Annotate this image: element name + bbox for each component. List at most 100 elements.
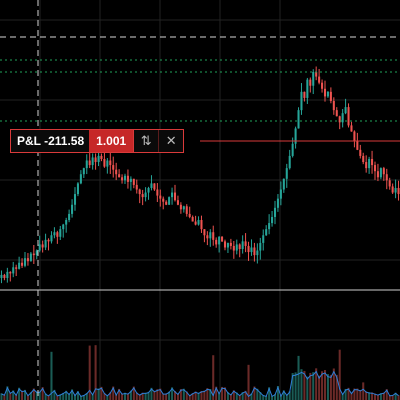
volume-bar <box>323 370 327 400</box>
volume-bar <box>359 390 362 400</box>
candle-body <box>282 178 285 190</box>
candle-body <box>262 235 265 243</box>
volume-bar <box>62 392 65 400</box>
candle-body <box>259 242 262 251</box>
candle-body <box>21 262 24 266</box>
volume-bar <box>35 391 38 400</box>
reverse-arrows-icon[interactable]: ⇅ <box>133 130 158 152</box>
candle-body <box>209 232 212 239</box>
volume-bar <box>132 386 135 400</box>
position-quantity[interactable]: 1.001 <box>89 130 134 152</box>
candle-body <box>379 168 382 178</box>
volume-bar <box>123 392 127 400</box>
volume-bar <box>71 389 74 400</box>
volume-bar <box>176 393 179 400</box>
candle-body <box>232 245 235 251</box>
candle-body <box>323 88 327 97</box>
candle-body <box>147 187 150 193</box>
volume-bar <box>235 392 238 400</box>
volume-bar <box>159 388 162 400</box>
candle-body <box>338 116 341 123</box>
volume-bar <box>244 390 247 400</box>
volume-bar <box>162 393 165 400</box>
candle-body <box>0 274 3 278</box>
volume-bar <box>303 370 306 400</box>
position-pl-widget[interactable]: P&L -211.58 1.001 ⇅ ✕ <box>10 129 185 153</box>
candle-body <box>385 174 388 181</box>
volume-bar <box>3 394 6 400</box>
candle-body <box>85 160 88 169</box>
volume-bar <box>50 351 53 400</box>
volume-bar <box>350 393 353 400</box>
volume-bar <box>347 387 350 400</box>
candle-body <box>365 162 368 169</box>
candle-body <box>9 271 12 274</box>
volume-bar <box>203 390 206 400</box>
candle-body <box>306 79 309 98</box>
volume-bar <box>118 388 121 400</box>
volume-bar <box>144 392 147 400</box>
volume-bar <box>94 345 97 400</box>
volume-bar <box>276 386 279 400</box>
candle-body <box>300 91 303 111</box>
candle-body <box>162 198 165 202</box>
candle-body <box>71 204 74 214</box>
volume-bar <box>394 392 397 400</box>
volume-bar <box>223 387 227 400</box>
volume-bar <box>97 388 100 400</box>
pl-value: P&L -211.58 <box>17 134 85 148</box>
volume-bar <box>362 382 365 400</box>
volume-bar <box>335 374 338 400</box>
volume-bar <box>265 395 268 400</box>
volume-bar <box>41 387 44 400</box>
candle-body <box>153 183 156 190</box>
candle-body <box>312 72 315 86</box>
candle-body <box>347 107 350 126</box>
volume-bar <box>29 392 32 400</box>
candle-body <box>132 178 135 185</box>
volume-bar <box>221 386 224 400</box>
volume-bar <box>47 395 50 400</box>
volume-bar <box>353 388 356 400</box>
candle-body <box>194 221 197 225</box>
candle-body <box>97 155 100 163</box>
volume-bar <box>356 388 359 400</box>
candle-body <box>179 204 182 210</box>
volume-bar <box>391 395 394 400</box>
candle-body <box>350 125 353 132</box>
candle-body <box>303 91 306 98</box>
volume-bar <box>338 349 341 400</box>
volume-bar <box>373 393 377 400</box>
volume-bar <box>115 394 118 400</box>
volume-bar <box>226 392 229 400</box>
volume-bar <box>382 392 385 400</box>
volume-bar <box>21 390 24 400</box>
volume-bar <box>318 375 321 400</box>
volume-bar <box>141 392 144 400</box>
volume-bar <box>232 390 235 400</box>
candlestick-series <box>0 66 400 284</box>
candle-body <box>223 241 227 248</box>
volume-bar <box>312 372 315 400</box>
volume-bar <box>282 390 285 400</box>
volume-bar <box>9 392 12 400</box>
volume-bar <box>315 368 318 400</box>
volume-bar <box>153 390 156 400</box>
candle-body <box>218 236 221 245</box>
volume-bar <box>256 388 259 400</box>
candle-body <box>91 157 94 166</box>
candle-body <box>229 242 232 246</box>
volume-bar <box>138 394 141 400</box>
volume-bar <box>135 392 138 400</box>
close-icon[interactable]: ✕ <box>158 130 183 152</box>
volume-bar <box>85 392 88 400</box>
candle-body <box>29 253 32 262</box>
volume-bar <box>215 386 218 400</box>
candle-body <box>279 189 282 199</box>
candle-body <box>356 140 359 150</box>
candle-body <box>206 235 209 239</box>
candle-body <box>394 187 397 193</box>
